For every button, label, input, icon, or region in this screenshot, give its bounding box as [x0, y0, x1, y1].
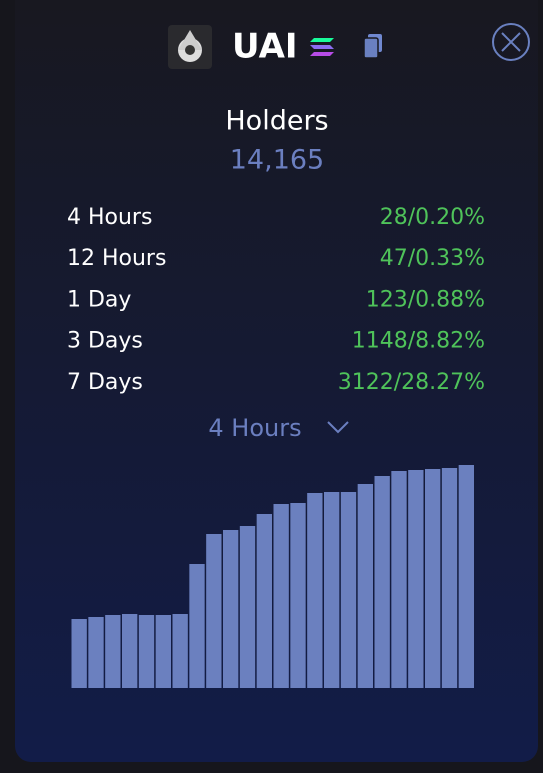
bar: [441, 468, 458, 688]
bar: [324, 492, 340, 688]
dropdown[interactable]: 4 Hours: [208, 414, 349, 442]
period-change: 1148/8.82%: [352, 329, 485, 354]
bar: [239, 526, 256, 688]
bar: [105, 615, 121, 688]
chain-icon: [310, 38, 334, 56]
bar: [138, 615, 155, 688]
bar: [307, 493, 323, 688]
bar: [172, 614, 188, 688]
holders-value: 14,165: [230, 145, 324, 176]
bar: [189, 564, 205, 688]
period-change: 47/0.33%: [380, 246, 485, 271]
bar: [425, 469, 441, 688]
token-icon-shape: [178, 30, 202, 50]
bar: [88, 617, 104, 688]
bar: [290, 503, 306, 688]
period-label: 12 Hours: [67, 246, 166, 271]
period-label: 3 Days: [67, 329, 143, 354]
bar: [122, 614, 138, 688]
holders-label: Holders: [225, 106, 328, 137]
close-button[interactable]: [492, 23, 530, 61]
dropdown-chevron[interactable]: [327, 421, 349, 434]
bar: [223, 530, 239, 688]
period-label: 7 Days: [67, 370, 143, 395]
bar: [71, 619, 87, 688]
bar: [408, 470, 424, 688]
bar: [256, 514, 272, 688]
bar: [273, 504, 289, 688]
bar: [458, 465, 474, 688]
copy-button[interactable]: [363, 34, 382, 59]
dropdown-label[interactable]: 4 Hours: [208, 414, 301, 442]
bar: [340, 492, 357, 688]
token-name: UAI: [232, 27, 298, 67]
token-icon-shape: [185, 45, 195, 55]
bar: [206, 534, 222, 688]
period-change: 123/0.88%: [366, 287, 485, 312]
bar: [357, 484, 373, 688]
bar: [391, 471, 407, 688]
period-label: 4 Hours: [67, 205, 152, 230]
bar: [155, 615, 171, 688]
period-change: 3122/28.27%: [338, 370, 485, 395]
period-change: 28/0.20%: [380, 205, 485, 230]
bar: [374, 476, 390, 688]
panel: [15, 0, 538, 762]
period-label: 1 Day: [67, 287, 131, 312]
